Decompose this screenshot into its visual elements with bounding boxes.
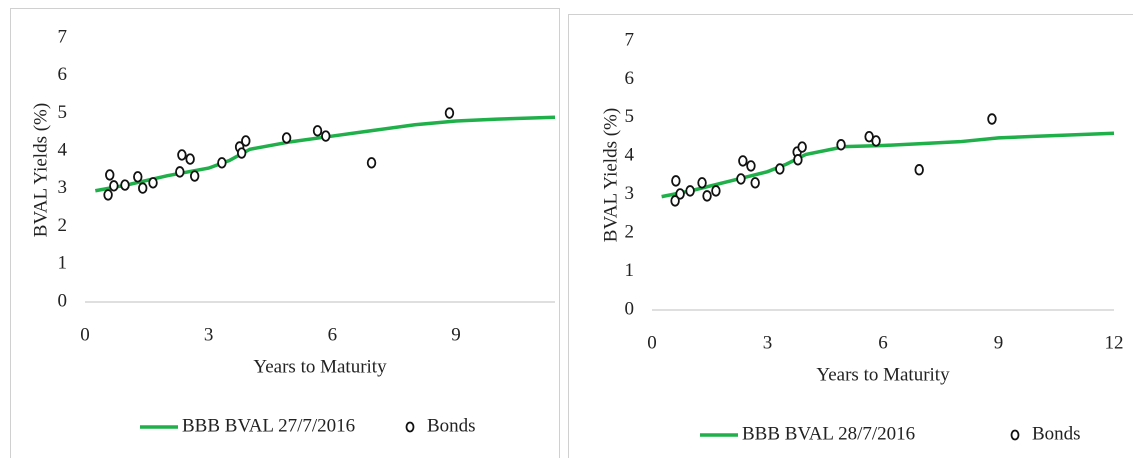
x-tick-label: 3 [204, 324, 214, 345]
bond-point [321, 130, 331, 142]
legend-swatch [1010, 429, 1020, 441]
bond-point [236, 147, 247, 159]
bond-point [217, 157, 227, 169]
bond-point [736, 173, 746, 185]
yield-curve [94, 115, 556, 193]
legend-label: BBB BVAL 28/7/2016 [742, 423, 915, 444]
y-tick-label: 7 [58, 26, 68, 47]
bond-point [185, 153, 195, 165]
bond-point [671, 175, 681, 187]
x-tick-label: 0 [80, 324, 90, 345]
legend-label: BBB BVAL 27/7/2016 [182, 415, 355, 436]
panel-frame [10, 8, 560, 458]
y-tick-label: 0 [58, 290, 68, 311]
bond-point [750, 177, 760, 189]
x-tick-label: 0 [647, 332, 657, 353]
x-axis-label: Years to Maturity [816, 364, 950, 385]
bond-point [914, 164, 924, 176]
y-tick-label: 1 [58, 253, 68, 274]
bond-point [697, 177, 707, 189]
x-axis-label: Years to Maturity [253, 356, 387, 377]
y-tick-label: 4 [58, 140, 68, 161]
bond-point [871, 135, 881, 147]
panel-frame [568, 14, 1133, 458]
bond-point [366, 157, 377, 169]
y-tick-label: 6 [625, 68, 635, 89]
yield-curve [661, 131, 1115, 199]
legend-swatch [405, 421, 415, 433]
bond-point [793, 154, 803, 166]
y-tick-label: 4 [625, 145, 635, 166]
bond-point [175, 166, 185, 178]
y-tick-label: 3 [58, 177, 68, 198]
y-tick-label: 7 [625, 29, 635, 50]
bond-point [738, 155, 748, 167]
y-tick-label: 0 [625, 298, 635, 319]
x-tick-label: 6 [328, 324, 338, 345]
legend-label: Bonds [1032, 423, 1081, 444]
x-tick-label: 3 [763, 332, 773, 353]
y-tick-label: 1 [625, 260, 635, 281]
y-axis-label: BVAL Yields (%) [30, 103, 51, 237]
y-tick-label: 3 [625, 183, 635, 204]
bond-point [105, 169, 115, 181]
bond-point [109, 180, 119, 192]
bond-point [133, 171, 143, 183]
y-tick-label: 5 [625, 106, 635, 127]
y-axis-label: BVAL Yields (%) [600, 108, 621, 242]
y-tick-label: 5 [58, 102, 68, 123]
bond-point [241, 135, 251, 147]
y-tick-label: 6 [58, 64, 68, 85]
bond-point [746, 160, 756, 172]
legend-label: Bonds [427, 415, 476, 436]
bond-point [177, 149, 187, 161]
bond-point [189, 170, 200, 182]
x-tick-label: 9 [451, 324, 461, 345]
bond-point [775, 163, 785, 175]
bond-point [797, 141, 807, 153]
bond-point [103, 189, 113, 201]
bond-point [675, 188, 685, 200]
bond-point [148, 177, 158, 189]
bond-point [836, 139, 846, 151]
bond-point [711, 185, 721, 197]
bond-point [281, 132, 292, 144]
bond-point [312, 125, 323, 137]
x-tick-label: 12 [1105, 332, 1124, 353]
bond-point [987, 113, 997, 125]
y-tick-label: 2 [625, 222, 635, 243]
bond-point [702, 190, 712, 202]
bond-point [670, 195, 680, 207]
y-tick-label: 2 [58, 215, 68, 236]
bond-point [685, 185, 695, 197]
x-tick-label: 6 [878, 332, 888, 353]
bond-point [444, 107, 455, 119]
x-tick-label: 9 [994, 332, 1004, 353]
bond-point [138, 182, 148, 194]
bond-point [120, 179, 130, 191]
